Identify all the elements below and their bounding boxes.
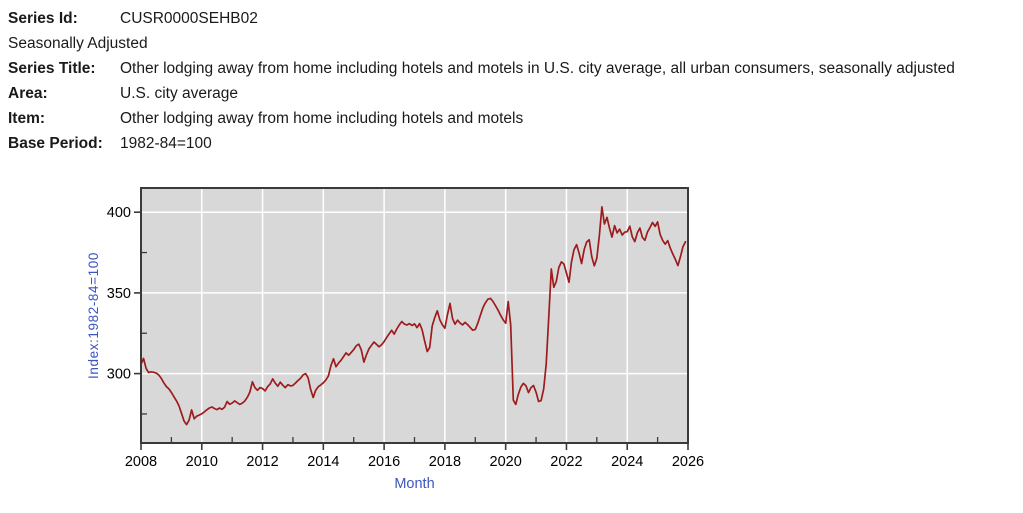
x-tick-label: 2024: [611, 454, 643, 470]
cpi-index-line-chart: 2008 2010 2012 2014 2016 2018 2020 2022 2024 2026…: [60, 183, 750, 508]
series-id-label: Series Id:: [8, 10, 78, 27]
base-period-row: Base Period: 1982-84=100: [8, 131, 955, 156]
seasonal-adjustment-row: Seasonally Adjusted: [8, 31, 955, 56]
data-line: [140, 206, 687, 426]
item-label: Item:: [8, 110, 46, 127]
area-value: U.S. city average: [120, 85, 239, 102]
x-tick-label: 2010: [186, 454, 218, 470]
x-tick-label: 2018: [429, 454, 461, 470]
x-tick-label: 2014: [307, 454, 339, 470]
x-tick-label: 2012: [246, 454, 278, 470]
series-id-row: Series Id: CUSR0000SEHB02: [8, 6, 955, 31]
series-id-value: CUSR0000SEHB02: [120, 10, 258, 27]
series-title-row: Series Title: Other lodging away from ho…: [8, 56, 955, 81]
plot-frame: [140, 187, 689, 444]
plot-background: [141, 188, 688, 443]
x-axis-title: Month: [394, 476, 434, 492]
seasonal-adjustment-text: Seasonally Adjusted: [8, 35, 148, 52]
base-period-label: Base Period:: [8, 135, 103, 152]
series-metadata-header: Series Id: CUSR0000SEHB02 Seasonally Adj…: [8, 6, 955, 156]
x-tick-label: 2026: [672, 454, 704, 470]
x-tick-label: 2020: [490, 454, 522, 470]
item-row: Item: Other lodging away from home inclu…: [8, 106, 955, 131]
series-title-value: Other lodging away from home including h…: [120, 60, 955, 77]
x-tick-label: 2008: [125, 454, 157, 470]
chart-svg: 2008 2010 2012 2014 2016 2018 2020 2022 2024 2026…: [86, 187, 704, 492]
series-title-label: Series Title:: [8, 60, 96, 77]
area-label: Area:: [8, 85, 48, 102]
area-row: Area: U.S. city average: [8, 81, 955, 106]
y-axis-title: Index:1982-84=100: [86, 252, 101, 379]
x-tick-label: 2016: [368, 454, 400, 470]
item-value: Other lodging away from home including h…: [120, 110, 524, 127]
y-tick-label: 300: [107, 367, 131, 383]
x-tick-label: 2022: [550, 454, 582, 470]
base-period-value: 1982-84=100: [120, 135, 212, 152]
y-tick-label: 400: [107, 205, 131, 221]
y-tick-label: 350: [107, 286, 131, 302]
